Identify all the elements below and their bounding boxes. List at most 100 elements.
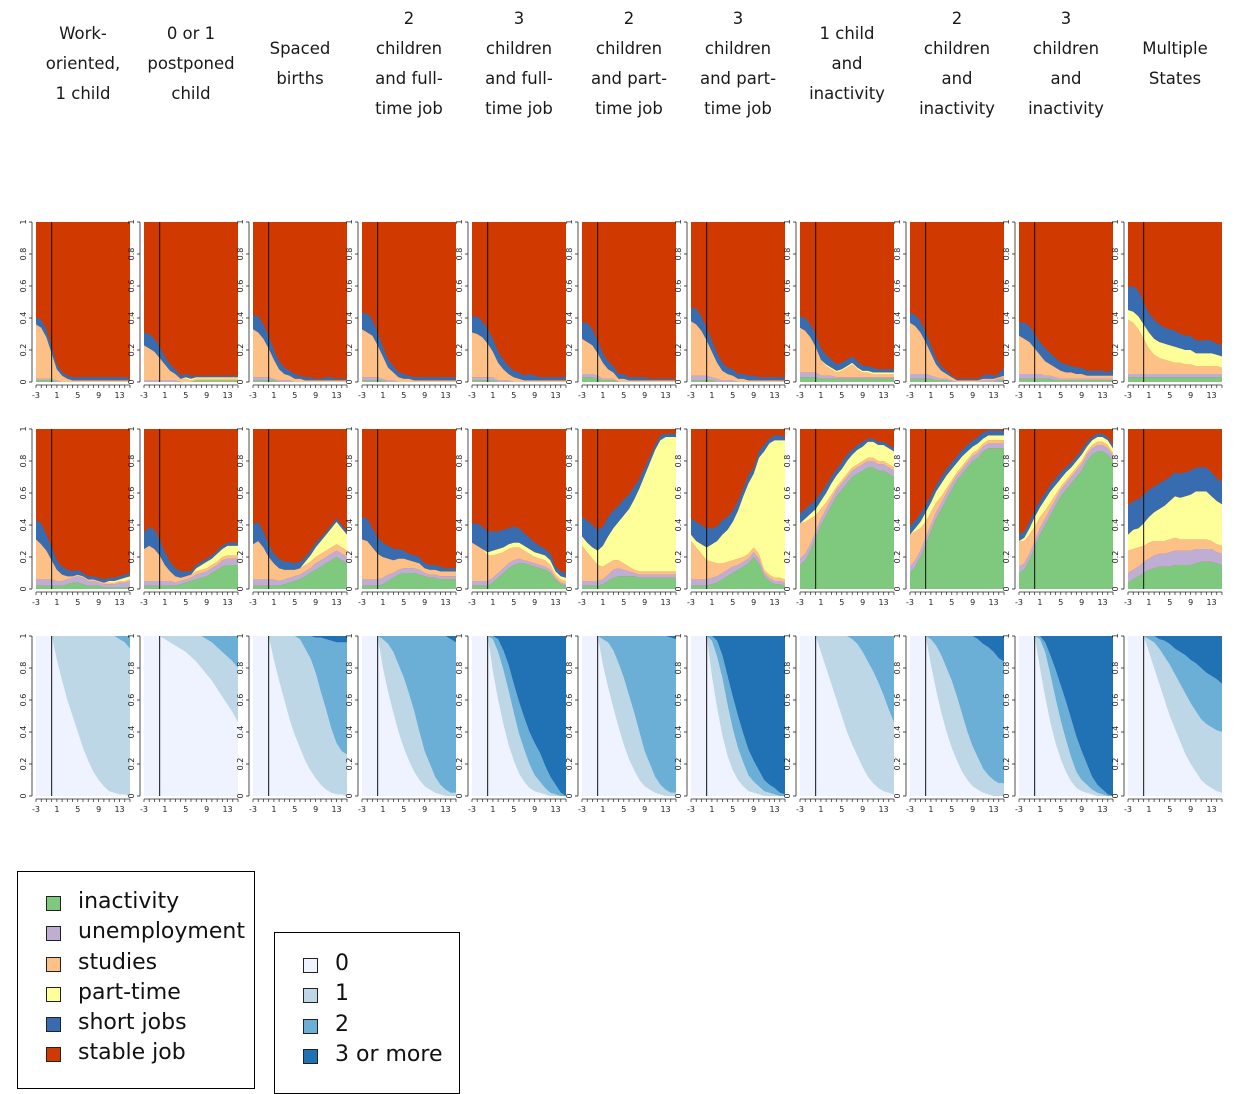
x-tick-label: 13 bbox=[331, 805, 341, 814]
area-part-time bbox=[691, 440, 785, 580]
x-tick-label: -3 bbox=[796, 805, 804, 814]
legend-swatch bbox=[46, 1047, 61, 1063]
y-tick-label: 0 bbox=[127, 586, 136, 591]
x-tick-label: 5 bbox=[183, 598, 188, 607]
y-tick-label: 0.8 bbox=[674, 248, 683, 261]
x-tick-label: 13 bbox=[440, 391, 450, 400]
x-tick-label: 1 bbox=[1037, 598, 1042, 607]
y-tick-label: 0.4 bbox=[674, 726, 683, 739]
legend-swatch bbox=[46, 896, 61, 911]
area-kids-3 bbox=[472, 636, 566, 796]
y-tick-label: 0.2 bbox=[127, 551, 136, 564]
x-tick-label: -3 bbox=[32, 391, 40, 400]
y-tick-label: 0.2 bbox=[345, 551, 354, 564]
area-kids-1 bbox=[1019, 636, 1113, 796]
y-tick-label: 0.6 bbox=[345, 487, 354, 500]
x-tick-label: 1 bbox=[380, 805, 385, 814]
y-tick-label: 1 bbox=[19, 219, 28, 224]
y-tick-label: 0.6 bbox=[783, 487, 792, 500]
x-tick-label: 9 bbox=[970, 391, 975, 400]
column-titles: Work- oriented, 1 child 0 or 1 postponed … bbox=[0, 0, 1243, 130]
y-tick-label: 0 bbox=[1111, 379, 1120, 384]
y-tick-label: 1 bbox=[455, 633, 464, 638]
x-tick-label: -3 bbox=[578, 391, 586, 400]
x-tick-label: 9 bbox=[642, 391, 647, 400]
area-studies bbox=[472, 542, 566, 585]
x-tick-label: 13 bbox=[1097, 598, 1107, 607]
x-tick-label: 1 bbox=[928, 598, 933, 607]
x-tick-label: 1 bbox=[271, 391, 276, 400]
y-tick-label: 0.8 bbox=[1002, 248, 1011, 261]
y-tick-label: 0.8 bbox=[236, 455, 245, 468]
y-tick-label: 1 bbox=[1002, 426, 1011, 431]
x-tick-label: -3 bbox=[906, 805, 914, 814]
x-tick-label: 9 bbox=[860, 391, 865, 400]
area-short-jobs bbox=[691, 308, 785, 381]
area-short-jobs bbox=[1019, 322, 1113, 376]
area-unemployment bbox=[582, 568, 676, 586]
x-tick-label: -3 bbox=[249, 391, 257, 400]
legend-label: unemployment bbox=[78, 919, 245, 945]
y-tick-label: 0 bbox=[783, 379, 792, 384]
y-tick-label: 0 bbox=[345, 793, 354, 798]
x-tick-label: -3 bbox=[1124, 598, 1132, 607]
y-tick-label: 0.2 bbox=[236, 551, 245, 564]
x-tick-label: 13 bbox=[769, 805, 779, 814]
x-tick-label: 1 bbox=[709, 391, 714, 400]
x-tick-label: 5 bbox=[1167, 391, 1172, 400]
y-tick-label: 0 bbox=[1002, 586, 1011, 591]
x-tick-label: -3 bbox=[687, 805, 695, 814]
y-tick-label: 1 bbox=[236, 219, 245, 224]
area-inactivity bbox=[36, 380, 130, 382]
y-tick-label: 0 bbox=[127, 379, 136, 384]
y-tick-label: 0.6 bbox=[893, 694, 902, 707]
column-title-9: 2 children and inactivity bbox=[919, 9, 995, 118]
y-tick-label: 0 bbox=[236, 379, 245, 384]
x-tick-label: -3 bbox=[32, 598, 40, 607]
area-inactivity bbox=[472, 563, 566, 589]
y-tick-label: 0.4 bbox=[783, 519, 792, 532]
y-tick-label: 1 bbox=[674, 426, 683, 431]
legend-label: part-time bbox=[78, 979, 181, 1005]
panel-r2-c10: 0 0.2 0.4 0.6 0.8 1 -3 1 5 9 13 bbox=[1002, 426, 1114, 607]
x-tick-label: 1 bbox=[490, 391, 495, 400]
legend-item: 2 bbox=[275, 1010, 459, 1040]
panel-r2-c2: 0 0.2 0.4 0.6 0.8 1 -3 1 5 9 13 bbox=[127, 426, 239, 607]
panel-r2-c3: 0 0.2 0.4 0.6 0.8 1 -3 1 5 9 13 bbox=[236, 426, 348, 607]
y-tick-label: 0 bbox=[1111, 793, 1120, 798]
area-kids-1 bbox=[362, 636, 456, 796]
x-tick-label: 13 bbox=[114, 391, 124, 400]
area-kids-2 bbox=[362, 636, 456, 793]
y-tick-label: 0.2 bbox=[783, 551, 792, 564]
column-title-7: 3 children and part- time job bbox=[699, 9, 777, 118]
y-tick-label: 1 bbox=[127, 219, 136, 224]
column-title-8: 1 child and inactivity bbox=[809, 24, 885, 103]
area-studies bbox=[362, 539, 456, 580]
y-tick-label: 0.6 bbox=[236, 694, 245, 707]
area-part-time bbox=[253, 521, 347, 570]
x-tick-label: 9 bbox=[1188, 805, 1193, 814]
x-tick-label: 13 bbox=[1206, 391, 1216, 400]
x-tick-label: 1 bbox=[600, 598, 605, 607]
x-tick-label: 1 bbox=[1037, 391, 1042, 400]
y-tick-label: 0 bbox=[236, 793, 245, 798]
panel-r2-c8: 0 0.2 0.4 0.6 0.8 1 -3 1 5 9 13 bbox=[783, 426, 895, 607]
x-tick-label: 13 bbox=[550, 391, 560, 400]
area-kids-3 bbox=[253, 636, 347, 643]
y-tick-label: 1 bbox=[1002, 219, 1011, 224]
y-tick-label: 1 bbox=[783, 426, 792, 431]
legend-swatch bbox=[46, 926, 61, 942]
legend-label: 0 bbox=[335, 951, 349, 976]
y-tick-label: 0.6 bbox=[127, 280, 136, 293]
area-studies bbox=[362, 329, 456, 382]
area-inactivity bbox=[1128, 561, 1222, 589]
area-studies bbox=[1128, 537, 1222, 573]
area-kids-1 bbox=[253, 636, 347, 796]
x-tick-label: 9 bbox=[96, 598, 101, 607]
x-tick-label: -3 bbox=[468, 598, 476, 607]
y-tick-label: 0.6 bbox=[565, 280, 574, 293]
y-tick-label: 1 bbox=[1002, 633, 1011, 638]
y-tick-label: 0.6 bbox=[345, 694, 354, 707]
area-unemployment bbox=[1019, 445, 1113, 573]
x-tick-label: 9 bbox=[532, 598, 537, 607]
